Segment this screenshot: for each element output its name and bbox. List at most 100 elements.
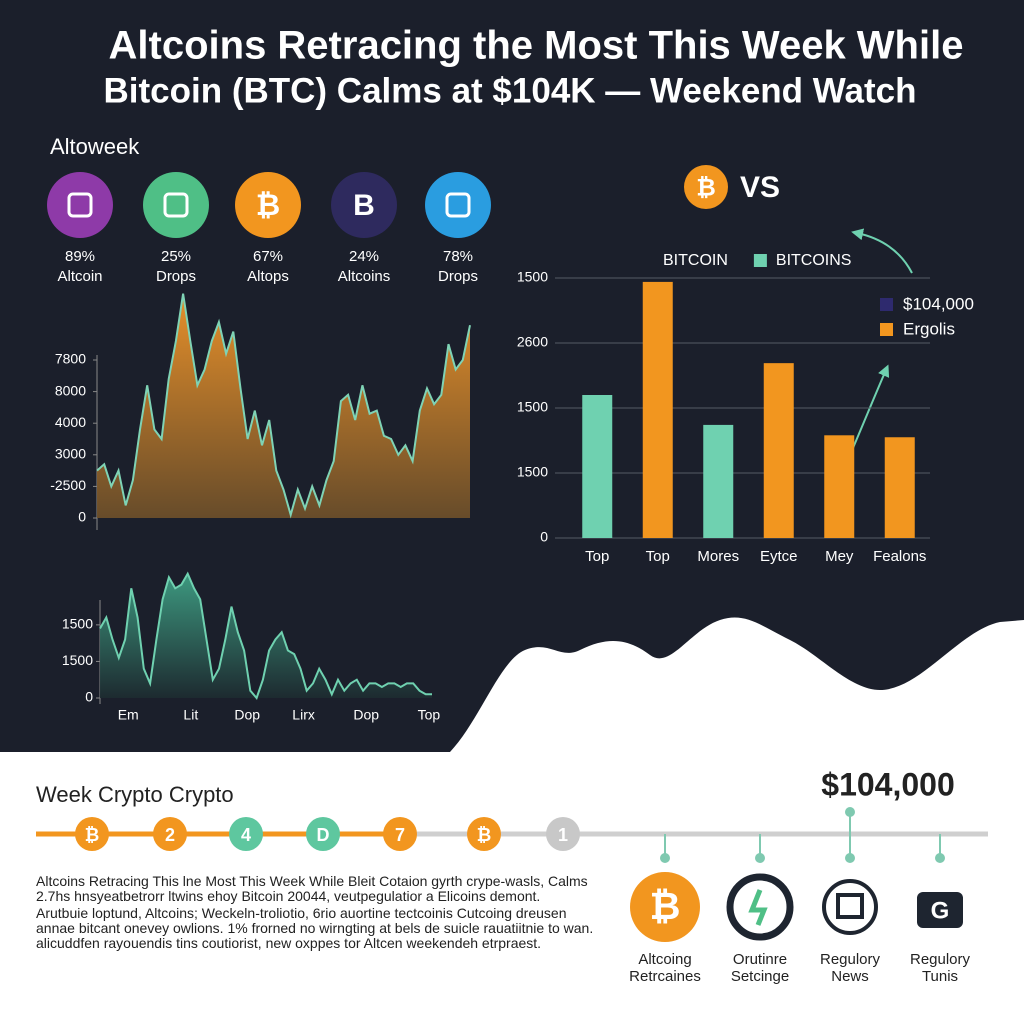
timeline-step-label: 1 (558, 825, 568, 845)
feature-icon-mark (748, 889, 768, 926)
feature-icon-glyph: G (931, 897, 950, 924)
stat-icon-shape (163, 192, 189, 218)
timeline-step-label: 7 (395, 825, 405, 845)
stat-label: Drops (156, 268, 196, 285)
y-tick-label: 0 (540, 529, 548, 545)
y-tick-label: 0 (85, 689, 93, 705)
feature-label: Regulory (820, 951, 881, 968)
legend-label: BITCOINS (776, 252, 852, 269)
stat-value: 25% (161, 248, 191, 265)
y-tick-label: 7800 (55, 351, 86, 367)
y-tick-label: 1500 (517, 464, 548, 480)
arrow (851, 228, 913, 274)
y-tick-label: 1500 (517, 399, 548, 415)
x-tick-label: Top (585, 548, 609, 565)
stat-icon (331, 172, 397, 238)
feature-label: Orutinre (733, 951, 787, 968)
timeline-title: Week Crypto Crypto (36, 782, 234, 807)
bar (824, 435, 855, 538)
stat-icon-glyph: B (353, 189, 375, 222)
y-tick-label: 1500 (62, 616, 93, 632)
stat-icon (47, 172, 113, 238)
stat-icon-shape (67, 192, 93, 218)
timeline-step (383, 817, 417, 851)
connector-dot (935, 853, 945, 863)
stat-icon (143, 172, 209, 238)
title-line: Altcoins Retracing the Most This Week Wh… (109, 24, 964, 68)
x-tick-label: Top (418, 707, 441, 723)
stat-label: Drops (438, 268, 478, 285)
stat-value: 67% (253, 248, 283, 265)
feature-label: News (831, 968, 869, 985)
price: $104,000 (821, 766, 954, 802)
x-tick-label: Fealons (873, 548, 926, 565)
bar (763, 363, 794, 538)
title-line: Bitcoin (BTC) Calms at $104K — Weekend W… (104, 71, 917, 110)
x-tick-label: Lirx (292, 707, 315, 723)
timeline-step (229, 817, 263, 851)
x-tick-label: Eytce (760, 548, 798, 565)
vs-icon-glyph: ₿ (696, 174, 716, 201)
x-tick-label: Em (118, 707, 139, 723)
x-tick-label: Dop (353, 707, 379, 723)
legend-label: Ergolis (903, 319, 955, 338)
vs-text: VS (740, 171, 780, 204)
white-wave (450, 617, 1024, 752)
connector-dot (755, 853, 765, 863)
feature-icon (917, 892, 963, 928)
y-tick-label: 1500 (517, 269, 548, 285)
timeline-step-label: ₿ (85, 825, 100, 845)
feature-label: Tunis (922, 968, 958, 985)
stat-icon-shape (445, 192, 471, 218)
line (99, 571, 432, 700)
legend-swatch (880, 298, 893, 311)
timeline-step-label: 2 (165, 825, 175, 845)
timeline-step (75, 817, 109, 851)
area (97, 293, 470, 518)
stat-value: 24% (349, 248, 379, 265)
x-tick-label: Lit (183, 707, 198, 723)
arrow (849, 364, 890, 456)
legend-label: BITCOIN (663, 252, 728, 269)
timeline-step (467, 817, 501, 851)
feature-label: Regulory (910, 951, 971, 968)
feature-label: Retrcaines (629, 968, 701, 985)
y-tick-label: 8000 (55, 382, 86, 398)
x-tick-label: Mey (825, 548, 854, 565)
legend-swatch (753, 254, 767, 267)
y-tick-label: 0 (78, 509, 86, 525)
feature-icon-mark (836, 893, 864, 919)
dark-background (0, 0, 1024, 752)
y-tick-label: 3000 (55, 446, 86, 462)
stats-label: Altoweek (50, 134, 140, 159)
y-tick-label: 1500 (62, 652, 93, 668)
timeline-step-label: ₿ (477, 825, 492, 845)
stat-value: 78% (443, 248, 473, 265)
feature-icon (726, 873, 794, 941)
feature-icon (822, 879, 878, 935)
stat-icon (425, 172, 491, 238)
timeline-step-label: 4 (241, 825, 251, 845)
y-tick-label: 4000 (55, 414, 86, 430)
feature-label: Setcinge (731, 968, 789, 985)
y-tick-label: -2500 (50, 477, 86, 493)
bar (582, 395, 613, 538)
legend-label: $104,000 (903, 294, 974, 313)
timeline-step (153, 817, 187, 851)
bar (884, 437, 915, 538)
stat-icon-glyph: ₿ (256, 189, 280, 222)
paragraph: Altcoins Retracing This lne Most This We… (36, 873, 588, 904)
connector-dot (660, 853, 670, 863)
article: Altcoins Retracing This lne Most This We… (36, 874, 596, 953)
vs-icon (684, 165, 728, 209)
stat-value: 89% (65, 248, 95, 265)
line (96, 293, 471, 519)
bar (703, 424, 734, 538)
x-tick-label: Dop (234, 707, 260, 723)
y-tick-label: 2600 (517, 334, 548, 350)
area (100, 573, 432, 698)
stat-label: Altcoins (338, 268, 391, 285)
timeline-step-label: D (317, 825, 330, 845)
